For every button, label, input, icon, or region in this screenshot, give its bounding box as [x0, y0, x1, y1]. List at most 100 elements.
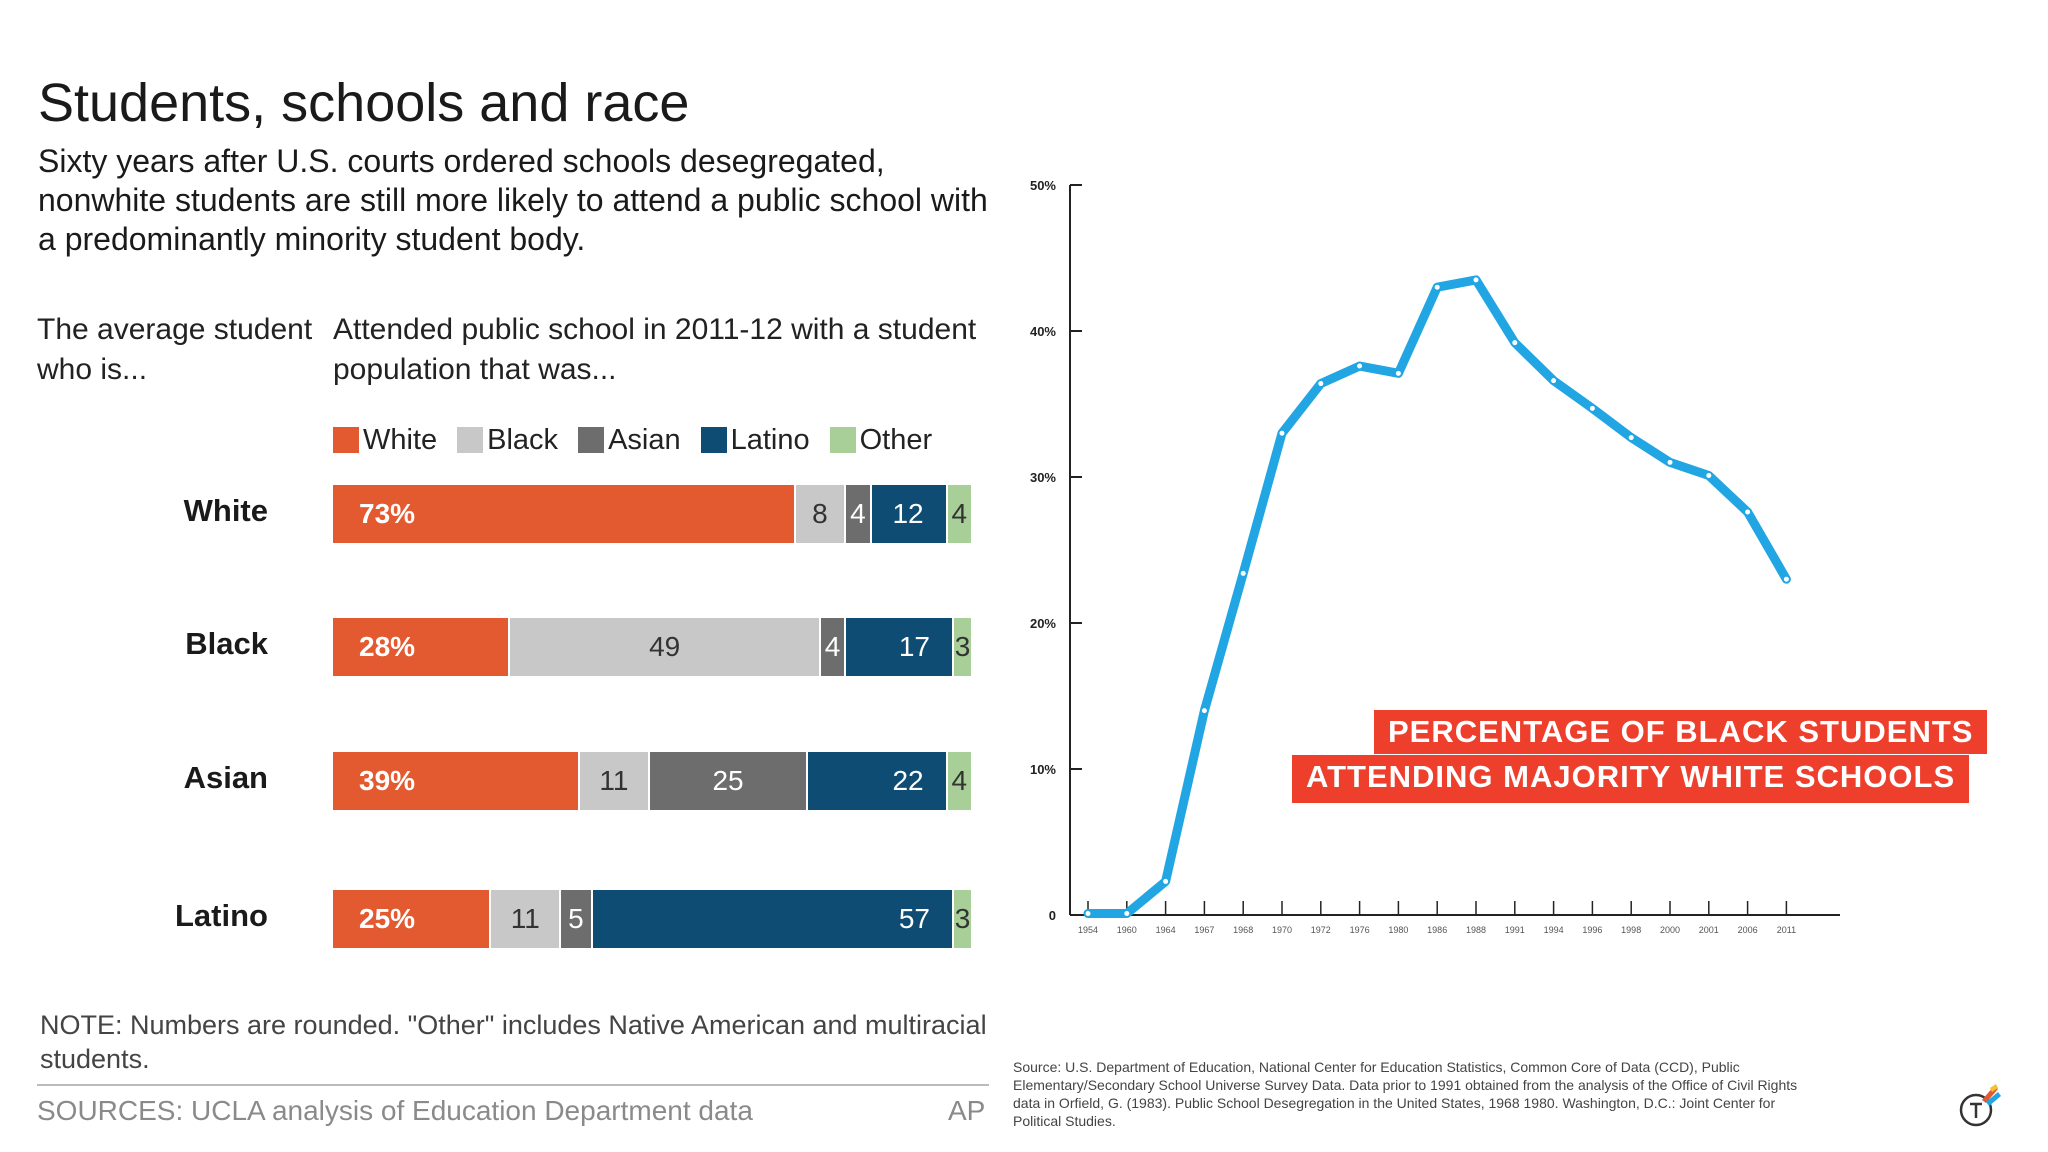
legend-item-white: White [333, 424, 437, 457]
legend-label: White [363, 423, 438, 456]
bar-row-latino: Latino 25% 11 5 57 3 [0, 890, 1000, 948]
x-tick-label: 2000 [1660, 925, 1680, 935]
data-point [1589, 405, 1595, 411]
bar-segment-black: 11 [580, 752, 650, 810]
y-tick-label: 40% [1030, 324, 1056, 339]
x-tick-label: 1991 [1505, 925, 1525, 935]
bar-segment-other: 3 [953, 618, 973, 676]
bar-segment-other: 4 [947, 485, 973, 543]
y-tick-label: 30% [1030, 470, 1056, 485]
bar-segment-asian: 4 [820, 618, 847, 676]
x-tick-label: 1964 [1156, 925, 1176, 935]
x-tick-label: 1972 [1311, 925, 1331, 935]
bar-segment-white: 28% [333, 618, 511, 676]
row-group-label: The average student who is... [37, 313, 313, 386]
bar-segment-latino: 57 [592, 890, 954, 948]
legend-label: Latino [730, 423, 810, 456]
data-point [1279, 430, 1285, 436]
bar-segment-other: 4 [947, 752, 973, 810]
legend-label: Asian [608, 423, 681, 456]
y-tick-label: 10% [1030, 762, 1056, 777]
bar-segment-asian: 4 [846, 485, 872, 543]
y-tick-label: 0 [1049, 908, 1056, 923]
y-tick-label: 50% [1030, 178, 1056, 193]
legend-item-black: Black [457, 424, 558, 457]
bar-row-asian: Asian 39% 11 25 22 4 [0, 752, 1000, 810]
x-tick-label: 1988 [1466, 925, 1486, 935]
x-tick-label: 1970 [1272, 925, 1292, 935]
data-point [1783, 576, 1789, 582]
legend-swatch [829, 427, 856, 453]
x-tick-label: 2011 [1777, 925, 1796, 935]
bar-segment-white: 39% [333, 752, 581, 810]
x-tick-label: 1954 [1078, 925, 1098, 935]
data-point [1124, 911, 1130, 917]
bar-segment-latino: 17 [846, 618, 954, 676]
data-point [1201, 708, 1207, 714]
legend: White Black Asian Latino Other [333, 420, 952, 460]
callout-line-1: PERCENTAGE OF BLACK STUDENTS [1374, 710, 1988, 754]
legend-swatch [457, 427, 484, 453]
data-point [1745, 509, 1751, 515]
x-tick-label: 1996 [1582, 925, 1602, 935]
data-point [1395, 370, 1401, 376]
x-tick-label: 1986 [1427, 925, 1447, 935]
series-line [1083, 275, 1791, 919]
data-point [1667, 459, 1673, 465]
line-chart: 0 10% 20% 30% 40% 50% 1954 1960 1964 1967 1968 1970… [1030, 178, 1840, 935]
data-point [1434, 284, 1440, 290]
data-point [1706, 473, 1712, 479]
credit: AP [948, 1095, 986, 1126]
x-tick-label: 1967 [1194, 925, 1214, 935]
bar-segment-latino: 22 [808, 752, 948, 810]
page-title: Students, schools and race [38, 73, 690, 133]
legend-label: Black [487, 423, 559, 456]
x-tick-label: 1960 [1117, 925, 1137, 935]
data-point [1357, 363, 1363, 369]
x-tick-label: 2006 [1738, 925, 1758, 935]
note: NOTE: Numbers are rounded. "Other" inclu… [40, 1010, 987, 1074]
legend-label: Other [859, 423, 933, 456]
row-label: Black [185, 626, 268, 661]
data-point [1473, 277, 1479, 283]
x-tick-label: 1998 [1621, 925, 1641, 935]
row-label: Latino [175, 898, 268, 933]
x-tick-label: 1980 [1388, 925, 1408, 935]
bar-segment-asian: 25 [649, 752, 809, 810]
bar-row-white: White 73% 8 4 12 4 [0, 485, 1000, 543]
data-point [1163, 878, 1169, 884]
legend-swatch [333, 427, 359, 453]
legend-swatch [700, 427, 727, 453]
data-point [1512, 340, 1518, 346]
data-point [1551, 378, 1557, 384]
legend-swatch [578, 427, 605, 453]
bar-segment-black: 49 [510, 618, 821, 676]
data-point [1318, 381, 1324, 387]
row-label: Asian [183, 760, 268, 795]
source-note: Source: U.S. Department of Education, Na… [1013, 1059, 1798, 1129]
bar-segment-white: 73% [333, 485, 796, 543]
legend-item-latino: Latino [700, 423, 810, 457]
legend-item-asian: Asian [578, 424, 681, 457]
bar-row-black: Black 28% 49 4 17 3 [0, 618, 1000, 676]
data-point [1240, 570, 1246, 576]
logo-icon [1959, 1084, 2001, 1127]
bar-segment-latino: 12 [871, 485, 948, 543]
callout-line-2: ATTENDING MAJORITY WHITE SCHOOLS [1292, 755, 1970, 803]
legend-item-other: Other [829, 423, 933, 457]
bar-segment-black: 11 [491, 890, 562, 948]
divider [37, 1084, 989, 1086]
data-point [1085, 911, 1091, 917]
x-tick-label: 2001 [1699, 925, 1719, 935]
bar-segment-other: 3 [953, 890, 973, 948]
subtitle: Sixty years after U.S. courts ordered sc… [38, 143, 988, 257]
sources: SOURCES: UCLA analysis of Education Depa… [37, 1095, 753, 1126]
x-tick-label: 1976 [1350, 925, 1370, 935]
bar-segment-black: 8 [795, 485, 847, 543]
bar-segment-white: 25% [333, 890, 492, 948]
bar-segment-asian: 5 [561, 890, 593, 948]
bar-chart-label: Attended public school in 2011-12 with a… [333, 313, 977, 386]
data-point [1628, 435, 1634, 441]
row-label: White [183, 493, 268, 528]
x-tick-label: 1994 [1544, 925, 1564, 935]
